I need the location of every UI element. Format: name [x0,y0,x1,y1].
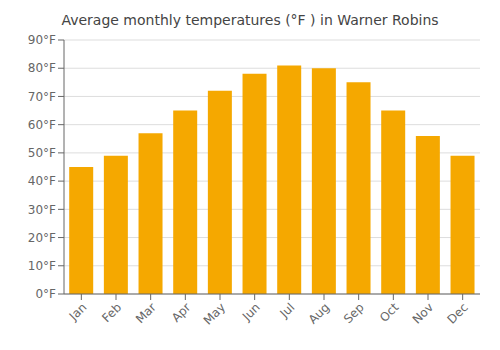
svg-text:Mar: Mar [133,300,159,326]
svg-text:Jan: Jan [66,300,90,324]
svg-text:20°F: 20°F [28,231,56,245]
svg-text:10°F: 10°F [28,259,56,273]
svg-text:Apr: Apr [169,300,194,325]
svg-text:Jun: Jun [239,300,263,324]
svg-text:30°F: 30°F [28,203,56,217]
svg-text:Dec: Dec [444,300,470,326]
svg-text:40°F: 40°F [28,174,56,188]
svg-text:70°F: 70°F [28,90,56,104]
svg-text:80°F: 80°F [28,61,56,75]
svg-text:0°F: 0°F [35,287,56,301]
html-text:Average monthly temperatures (: Average monthly temperatures (°F ) in Wa… [61,12,439,28]
svg-text:Aug: Aug [306,300,332,326]
svg-text:Sep: Sep [341,300,367,326]
svg-text:May: May [201,300,228,327]
svg-text:90°F: 90°F [28,33,56,47]
svg-text:Nov: Nov [410,300,436,326]
svg-text:Oct: Oct [377,300,402,325]
svg-text:50°F: 50°F [28,146,56,160]
svg-text:Jul: Jul [277,300,298,321]
svg-text:Feb: Feb [99,300,124,325]
svg-text:60°F: 60°F [28,118,56,132]
